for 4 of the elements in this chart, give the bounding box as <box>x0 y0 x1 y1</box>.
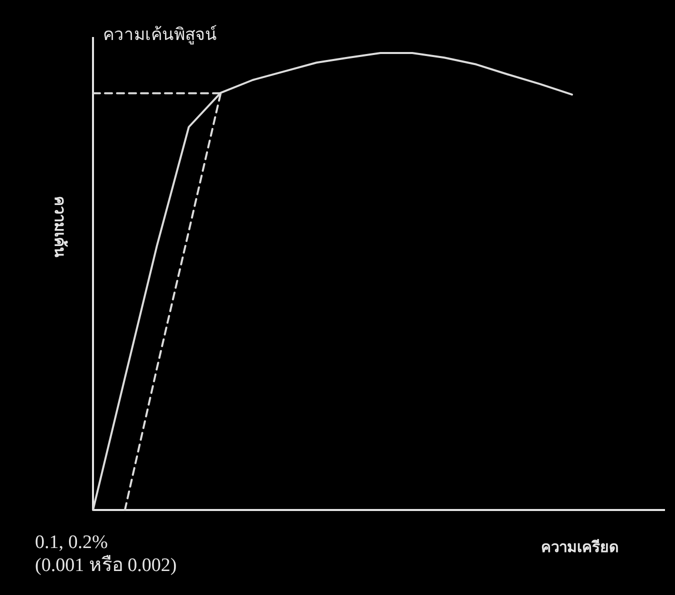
ylabel: ความเค้น <box>51 196 67 258</box>
xlabel: ความเครียด <box>541 540 619 556</box>
annotation: ความเค้นพิสูจน์ <box>103 25 217 44</box>
annotation: 0.1, 0.2% (0.001 หรือ 0.002) <box>35 532 177 576</box>
